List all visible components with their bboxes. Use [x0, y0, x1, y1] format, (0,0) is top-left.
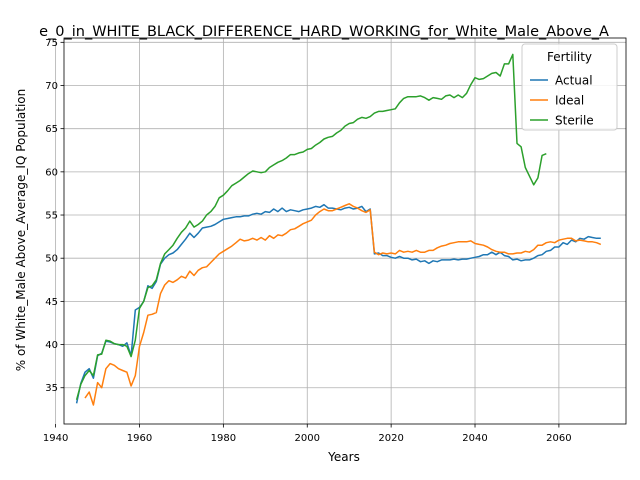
x-tick-label: 2000: [295, 433, 320, 444]
y-tick-label: 55: [45, 211, 58, 222]
x-axis: 1940 1960 1980 2000 2020 2040 2060: [43, 424, 572, 444]
legend-box: [521, 43, 618, 131]
y-axis: 35 40 45 50 55 60 65 70 75: [45, 38, 64, 394]
y-tick-label: 70: [45, 81, 58, 92]
x-axis-label: Years: [327, 450, 360, 464]
x-tick-label: 1980: [211, 433, 236, 444]
x-tick-label: 2060: [546, 433, 571, 444]
legend: Fertility Actual Ideal Sterile: [521, 43, 618, 131]
x-tick-label: 1940: [43, 433, 68, 444]
series-line-sterile: [75, 53, 547, 400]
legend-label-sterile: Sterile: [555, 114, 594, 128]
x-tick-label: 2020: [378, 433, 403, 444]
y-tick-label: 40: [45, 340, 58, 351]
legend-label-actual: Actual: [555, 74, 593, 88]
legend-label-ideal: Ideal: [555, 94, 584, 108]
x-tick-label: 2040: [462, 433, 487, 444]
x-tick-label: 1960: [127, 433, 152, 444]
y-tick-label: 50: [45, 254, 58, 265]
y-tick-label: 45: [45, 297, 58, 308]
series-line-ideal: [84, 203, 602, 406]
legend-items: Actual Ideal Sterile: [530, 74, 594, 128]
series-line-actual: [75, 203, 601, 404]
series-layer: [75, 53, 602, 406]
y-tick-label: 35: [45, 383, 58, 394]
y-tick-label: 75: [45, 38, 58, 49]
chart-title: e_0_in_WHITE_BLACK_DIFFERENCE_HARD_WORKI…: [39, 24, 609, 40]
y-tick-label: 65: [45, 124, 58, 135]
legend-title: Fertility: [547, 50, 592, 64]
y-tick-label: 60: [45, 167, 58, 178]
y-axis-label: % of White_Male Above_Average_IQ Populat…: [14, 89, 28, 372]
axes-frame: [63, 37, 627, 425]
